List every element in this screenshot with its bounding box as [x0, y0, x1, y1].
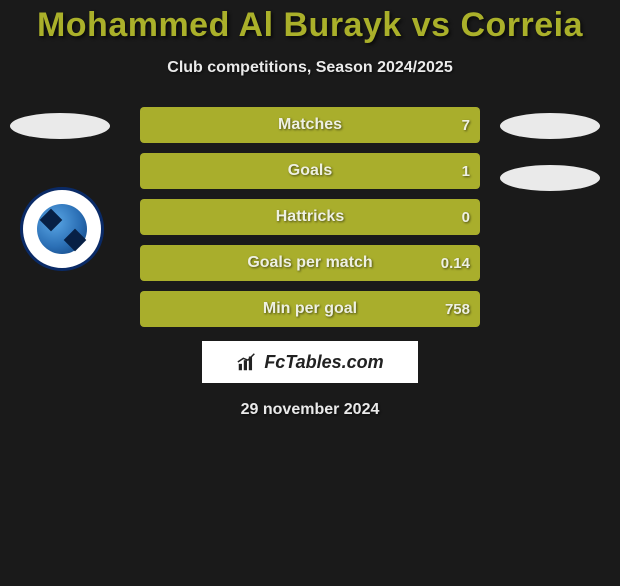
- stat-bar-goals: Goals 1: [140, 153, 480, 189]
- club-crest-left: [20, 187, 104, 271]
- stat-bar-hattricks: Hattricks 0: [140, 199, 480, 235]
- brand-text: FcTables.com: [264, 352, 383, 373]
- player-right-placeholder-1: [500, 113, 600, 139]
- club-crest-ball: [37, 204, 87, 254]
- stat-bar-matches: Matches 7: [140, 107, 480, 143]
- stat-label: Min per goal: [140, 300, 480, 318]
- player-right-placeholder-2: [500, 165, 600, 191]
- player-left-placeholder-1: [10, 113, 110, 139]
- stat-bar-min-per-goal: Min per goal 758: [140, 291, 480, 327]
- stat-bar-goals-per-match: Goals per match 0.14: [140, 245, 480, 281]
- stat-bars: Matches 7 Goals 1 Hattricks 0 Goals per …: [140, 107, 480, 327]
- brand-badge: FcTables.com: [202, 341, 418, 383]
- stat-label: Hattricks: [140, 208, 480, 226]
- page-title: Mohammed Al Burayk vs Correia: [0, 6, 620, 45]
- comparison-stage: Matches 7 Goals 1 Hattricks 0 Goals per …: [0, 107, 620, 419]
- stat-value: 0: [462, 209, 470, 226]
- subtitle: Club competitions, Season 2024/2025: [0, 59, 620, 77]
- stat-value: 7: [462, 117, 470, 134]
- stat-value: 0.14: [441, 255, 470, 272]
- date-label: 29 november 2024: [0, 401, 620, 419]
- stat-label: Matches: [140, 116, 480, 134]
- stat-value: 758: [445, 301, 470, 318]
- stat-label: Goals per match: [140, 254, 480, 272]
- stat-label: Goals: [140, 162, 480, 180]
- bar-chart-icon: [236, 351, 258, 373]
- stat-value: 1: [462, 163, 470, 180]
